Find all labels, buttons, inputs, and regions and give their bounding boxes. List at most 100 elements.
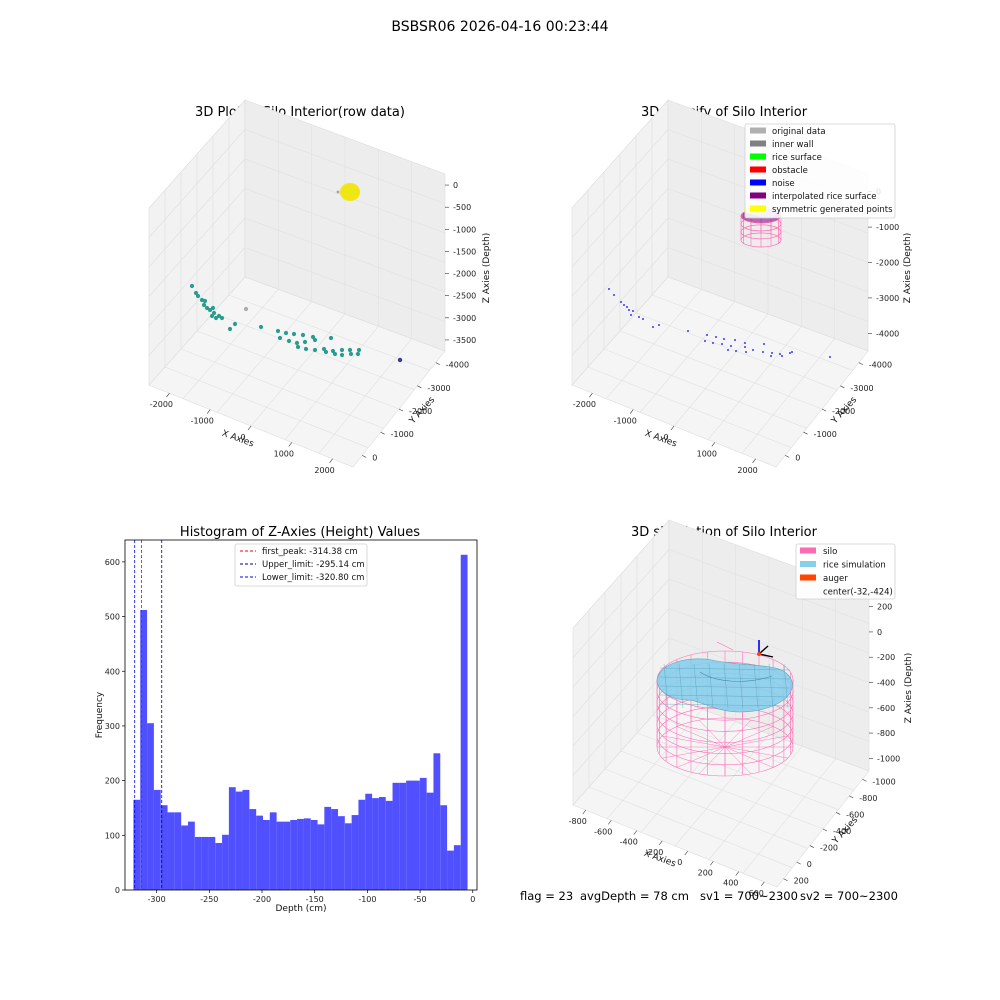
classify-noise-point: [658, 324, 660, 326]
histogram-bar: [385, 800, 393, 890]
raw-data-point: [294, 340, 300, 346]
raw-data-point: [347, 347, 353, 353]
simulation-legend-swatch: [800, 547, 816, 554]
histogram-y-tick-label: 300: [105, 722, 120, 731]
p1-y-tick-mark: [362, 455, 367, 458]
classify-noise-point: [744, 342, 746, 344]
footer-flag: flag = 23: [520, 889, 573, 903]
p4-x-tick-label: -800: [569, 817, 587, 826]
classify-x-ticks: -2000 -1000 0 1000 2000: [573, 393, 758, 475]
raw-data-point: [348, 351, 354, 357]
classify-noise-point: [752, 349, 754, 351]
p2-z-tick-label: -1000: [876, 223, 899, 232]
p1-y-tick-label: 0: [372, 453, 377, 462]
histogram-bar: [413, 780, 420, 891]
classify-noise-point: [745, 351, 747, 353]
classify-legend-label: noise: [772, 179, 795, 189]
p1-x-tick-label: 2000: [314, 466, 334, 475]
raw-data-point: [332, 351, 338, 357]
histogram-legend-label: Upper_limit: -295.14 cm: [262, 560, 365, 570]
histogram-bar: [249, 809, 257, 890]
histogram-y-tick-label: 400: [105, 667, 120, 676]
simulation-rice-ridge: [699, 671, 773, 682]
histogram-bar: [269, 812, 277, 890]
classify-noise-point: [623, 304, 625, 306]
raw-data-point: [209, 313, 215, 319]
histogram-bar: [310, 820, 318, 890]
p1-x-tick-mark: [329, 458, 333, 463]
classify-noise-point: [770, 355, 772, 357]
p4-grid-left-z: [572, 549, 670, 658]
classify-z-axis-label: Z Axies (Depth): [903, 233, 913, 304]
histogram-y-tick-label: 500: [105, 613, 120, 622]
p1-z-tick-label: 0: [453, 181, 458, 190]
histogram-x-tick-label: -50: [414, 895, 427, 904]
histogram-bar: [276, 821, 284, 890]
simulation-rice-mesh-line: [738, 663, 744, 709]
histogram-x-axis-label: Depth (cm): [275, 904, 326, 914]
raw-data-point: [355, 351, 361, 357]
p2-y-tick-mark: [840, 385, 845, 389]
histogram-bar: [208, 836, 216, 890]
classify-noise-point: [620, 301, 622, 303]
raw-3d-plot: 3D Plot of Silo Interior(row data) -2000…: [148, 99, 492, 475]
classify-noise-point: [735, 350, 737, 352]
p4-z-tick-label: -400: [877, 679, 895, 688]
p2-x-tick-mark: [629, 409, 634, 414]
p4-z-tick-label: -600: [877, 704, 895, 713]
histogram-bar: [242, 789, 250, 890]
classify-noise-point: [721, 343, 723, 345]
p2-y-tick-label: -4000: [869, 361, 892, 370]
simulation-auger-marker: [757, 640, 774, 658]
histogram-bar: [181, 825, 188, 890]
histogram-bar: [331, 809, 338, 890]
simulation-auger-center: [757, 652, 761, 656]
histogram-bar: [283, 821, 291, 890]
histogram-bar: [378, 797, 386, 890]
classify-noise-point: [638, 316, 640, 318]
classify-noise-point: [652, 326, 654, 328]
p4-x-tick-mark: [684, 850, 688, 856]
simulation-rice-mesh-line: [678, 663, 684, 709]
simulation-x-ticks: -800 -600 -400 -200 0 200 400 600: [569, 809, 765, 898]
p4-y-tick-mark: [836, 812, 841, 815]
histogram-legend-frame: [234, 543, 368, 587]
p2-z-tick-label: -4000: [876, 329, 899, 338]
classify-noise-point: [632, 310, 634, 312]
histogram-bar: [447, 850, 454, 891]
histogram-y-tick-label: 600: [105, 558, 120, 567]
p2-x-tick-mark: [670, 425, 675, 431]
p4-x-tick-mark: [608, 820, 612, 825]
histogram-bars: [133, 554, 468, 891]
simulation-legend: silo rice simulation auger center(-32,-424): [795, 543, 896, 600]
histogram-x-tick-label: -100: [358, 895, 376, 904]
p1-z-tick-label: -2500: [453, 292, 476, 301]
classify-legend-swatch: [750, 205, 766, 212]
p4-x-tick-label: 400: [723, 879, 738, 888]
p4-z-tick-label: 0: [877, 628, 882, 637]
raw-data-point: [283, 330, 289, 336]
p4-grid-back-z: [668, 549, 870, 624]
classify-noise-point: [781, 355, 783, 357]
histogram-bar: [215, 842, 223, 890]
p2-x-tick-mark: [711, 442, 716, 447]
classify-noise-point: [779, 353, 781, 355]
p4-x-tick-mark: [735, 871, 739, 876]
simulation-legend-frame: [795, 543, 896, 600]
classify-noise-point: [704, 340, 706, 342]
classify-noise-point: [687, 330, 689, 332]
histogram-bar: [228, 787, 236, 890]
histogram-plot: Histogram of Z-Axies (Height) Values -30…: [95, 525, 478, 914]
p4-x-tick-mark: [761, 881, 765, 887]
histogram-bar: [167, 812, 175, 890]
classify-noise-point: [715, 336, 717, 338]
p4-x-tick-mark: [710, 861, 714, 866]
raw-data-point: [321, 346, 327, 352]
raw-data-point: [339, 352, 345, 358]
simulation-rice-surface-body: [656, 658, 793, 713]
p4-y-tick-mark: [783, 878, 788, 881]
raw-data-point: [219, 315, 225, 321]
footer-sv1: sv1 = 700~2300: [700, 889, 798, 903]
p2-z-tick-label: -2000: [876, 259, 899, 268]
p4-y-tick-label: -400: [833, 827, 851, 836]
